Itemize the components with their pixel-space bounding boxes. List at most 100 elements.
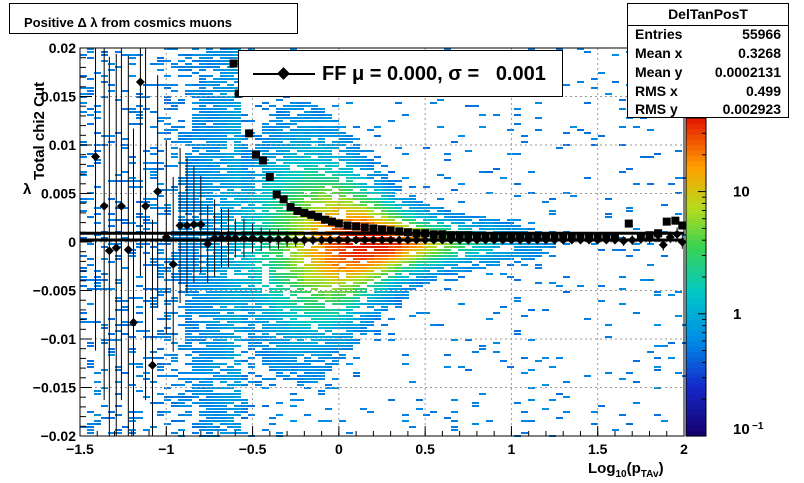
heat-cell <box>297 378 304 380</box>
heat-cell <box>367 294 374 296</box>
y-tick-label: −0.01 <box>41 331 77 347</box>
heat-cell <box>521 255 528 257</box>
heat-cell <box>346 150 353 152</box>
heat-cell <box>80 285 87 287</box>
colorbar-segment <box>686 186 706 193</box>
heat-cell <box>479 249 486 251</box>
heat-cell <box>283 111 290 113</box>
heat-cell <box>206 99 213 101</box>
heat-cell <box>640 156 647 158</box>
heat-cell <box>311 171 318 173</box>
heat-cell <box>325 249 332 251</box>
heat-cell <box>465 270 472 272</box>
heat-cell <box>171 252 178 254</box>
heat-cell <box>234 381 241 383</box>
diamond-marker <box>446 235 456 245</box>
heat-cell <box>227 261 234 263</box>
heat-cell <box>388 189 395 191</box>
heat-cell <box>199 351 206 353</box>
square-marker <box>378 225 386 234</box>
heat-cell <box>304 363 311 365</box>
heat-cell <box>192 174 199 176</box>
heat-cell <box>514 297 521 299</box>
heat-cell <box>157 333 164 335</box>
heat-cell <box>171 156 178 158</box>
heat-cell <box>374 183 381 185</box>
heat-cell <box>591 87 598 89</box>
heat-cell <box>220 105 227 107</box>
heat-cell <box>409 267 416 269</box>
heat-cell <box>199 312 206 314</box>
heat-cell <box>395 216 402 218</box>
heat-cell <box>297 189 304 191</box>
heat-cell <box>479 267 486 269</box>
diamond-marker <box>291 235 301 245</box>
heat-cell <box>276 300 283 302</box>
heat-cell <box>192 216 199 218</box>
heat-cell <box>234 336 241 338</box>
heat-cell <box>479 345 486 347</box>
heat-cell <box>255 270 262 272</box>
heat-cell <box>87 57 94 59</box>
square-marker <box>360 223 369 232</box>
heat-cell <box>479 261 486 263</box>
heat-cell <box>199 414 206 416</box>
heat-cell <box>444 153 451 155</box>
heat-cell <box>325 180 332 182</box>
heat-cell <box>325 408 332 410</box>
heat-cell <box>388 282 395 284</box>
heat-cell <box>164 279 171 281</box>
heat-cell <box>206 303 213 305</box>
heat-cell <box>325 285 332 287</box>
heat-cell <box>444 258 451 260</box>
heat-cell <box>360 249 367 251</box>
heat-cell <box>241 201 248 203</box>
heat-cell <box>647 243 654 245</box>
heat-cell <box>80 276 87 278</box>
heat-cell <box>87 114 94 116</box>
heat-cell <box>283 156 290 158</box>
heat-cell <box>360 318 367 320</box>
heat-cell <box>297 108 304 110</box>
heat-cell <box>157 366 164 368</box>
heat-cell <box>325 117 332 119</box>
heat-cell <box>374 246 381 248</box>
heat-cell <box>318 252 325 254</box>
heat-cell <box>304 375 311 377</box>
heat-cell <box>297 276 304 278</box>
heat-cell <box>213 357 220 359</box>
heat-cell <box>346 333 353 335</box>
heat-cell <box>542 246 549 248</box>
heat-cell <box>276 252 283 254</box>
heat-cell <box>416 216 423 218</box>
heat-cell <box>269 201 276 203</box>
heat-cell <box>311 222 318 224</box>
heat-cell <box>192 327 199 329</box>
heat-cell <box>332 321 339 323</box>
heat-cell <box>409 198 416 200</box>
heat-cell <box>241 252 248 254</box>
x-tick-label: 2 <box>680 441 688 457</box>
heat-cell <box>353 255 360 257</box>
heat-cell <box>87 243 94 245</box>
heat-cell <box>199 81 206 83</box>
colorbar-segment <box>686 165 706 172</box>
heat-cell <box>213 249 220 251</box>
heat-cell <box>220 75 227 77</box>
heat-cell <box>185 138 192 140</box>
heat-cell <box>283 117 290 119</box>
heat-cell <box>304 372 311 374</box>
heat-cell <box>619 288 626 290</box>
heat-cell <box>416 249 423 251</box>
square-marker <box>307 210 316 219</box>
heat-cell <box>276 321 283 323</box>
heat-cell <box>402 249 409 251</box>
heat-cell <box>290 243 297 245</box>
heat-cell <box>255 162 262 164</box>
square-marker <box>327 217 336 226</box>
heat-cell <box>521 315 528 317</box>
heat-cell <box>514 228 521 230</box>
heat-cell <box>479 222 486 224</box>
heat-cell <box>241 303 248 305</box>
heat-cell <box>234 114 241 116</box>
